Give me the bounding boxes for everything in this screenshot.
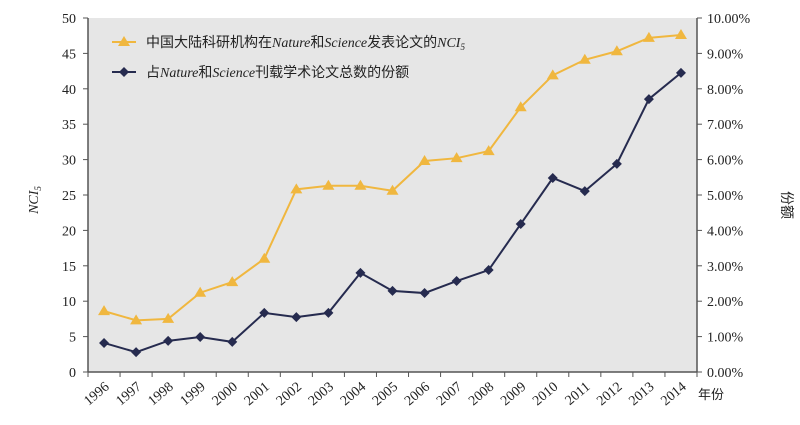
data-point-triangle xyxy=(578,53,591,64)
x-tick-label: 2013 xyxy=(626,380,657,409)
x-tick-label: 2006 xyxy=(402,380,433,409)
x-axis-label: 年份 xyxy=(698,387,724,402)
data-point-triangle xyxy=(130,314,143,325)
data-point-triangle xyxy=(386,184,399,195)
y-tick-label: 25 xyxy=(62,189,76,204)
data-point-triangle xyxy=(354,179,367,190)
y2-axis-label: 份额 xyxy=(778,191,794,219)
data-point-diamond xyxy=(355,267,366,278)
x-tick-label: 2014 xyxy=(658,380,689,409)
y2-tick-label: 1.00% xyxy=(707,331,744,346)
y-tick-label: 15 xyxy=(62,260,76,275)
y2-tick-label: 8.00% xyxy=(707,83,744,98)
y-axis-label: NCI5 xyxy=(27,186,43,215)
data-point-diamond xyxy=(643,94,654,105)
x-tick-label: 2002 xyxy=(274,380,305,409)
legend: 中国大陆科研机构在Nature和Science发表论文的NCI5 占Nature… xyxy=(112,35,465,81)
x-tick-label: 1999 xyxy=(178,380,209,409)
y2-tick-label: 0.00% xyxy=(707,366,744,381)
data-point-triangle xyxy=(674,28,687,39)
x-tick-label: 2011 xyxy=(563,380,594,409)
data-point-triangle xyxy=(418,155,431,166)
data-point-triangle xyxy=(546,69,559,80)
x-tick-label: 1996 xyxy=(82,380,113,409)
data-point-triangle xyxy=(642,31,655,42)
y2-tick-label: 3.00% xyxy=(707,260,744,275)
data-point-triangle xyxy=(450,152,463,163)
data-point-triangle xyxy=(162,312,175,323)
x-tick-label: 1998 xyxy=(146,380,177,409)
legend-label-share: 占Nature和Science刊载学术论文总数的份额 xyxy=(146,65,409,81)
data-point-diamond xyxy=(131,347,142,358)
x-tick-label: 2000 xyxy=(210,380,241,409)
data-point-diamond xyxy=(227,336,238,347)
y2-tick-label: 7.00% xyxy=(707,118,744,133)
y-tick-label: 10 xyxy=(62,295,76,310)
x-tick-label: 1997 xyxy=(114,380,145,409)
data-point-triangle xyxy=(482,145,495,156)
legend-label-nci: 中国大陆科研机构在Nature和Science发表论文的NCI5 xyxy=(146,35,465,52)
data-point-diamond xyxy=(483,265,494,276)
x-tick-label: 2008 xyxy=(466,380,497,409)
y2-tick-label: 2.00% xyxy=(707,295,744,310)
y-tick-label: 5 xyxy=(69,331,76,346)
data-point-diamond xyxy=(163,335,174,346)
data-point-triangle xyxy=(194,286,207,297)
data-point-diamond xyxy=(387,285,398,296)
data-point-triangle xyxy=(226,276,239,287)
y-tick-label: 20 xyxy=(62,224,76,239)
y-tick-label: 45 xyxy=(62,47,76,62)
y-tick-label: 30 xyxy=(62,154,76,169)
data-point-diamond xyxy=(195,331,206,342)
data-point-diamond xyxy=(323,307,334,318)
plot-area xyxy=(88,18,697,372)
x-tick-label: 2010 xyxy=(530,380,561,409)
data-point-triangle xyxy=(322,179,335,190)
data-point-diamond xyxy=(611,158,622,169)
legend-marker-triangle xyxy=(118,36,130,46)
data-point-diamond xyxy=(419,288,430,299)
x-tick-label: 2003 xyxy=(306,380,337,409)
data-point-triangle xyxy=(98,305,111,316)
y2-tick-label: 9.00% xyxy=(707,47,744,62)
x-tick-label: 2001 xyxy=(242,380,273,409)
y-tick-label: 35 xyxy=(62,118,76,133)
data-point-triangle xyxy=(610,45,623,56)
y2-tick-label: 6.00% xyxy=(707,154,744,169)
x-tick-label: 2009 xyxy=(498,380,529,409)
x-tick-label: 2007 xyxy=(434,380,465,409)
data-point-diamond xyxy=(675,67,686,78)
y2-tick-label: 4.00% xyxy=(707,224,744,239)
data-point-triangle xyxy=(514,101,527,112)
data-point-diamond xyxy=(547,173,558,184)
data-point-triangle xyxy=(258,252,271,263)
y2-tick-label: 10.00% xyxy=(707,12,751,27)
x-tick-label: 2004 xyxy=(338,380,369,409)
y-tick-label: 50 xyxy=(62,12,76,27)
x-tick-label: 2005 xyxy=(370,380,401,409)
data-point-diamond xyxy=(451,276,462,287)
y-tick-label: 40 xyxy=(62,83,76,98)
data-point-diamond xyxy=(515,219,526,230)
legend-marker-diamond xyxy=(119,67,129,77)
data-point-diamond xyxy=(579,186,590,197)
data-point-diamond xyxy=(99,337,110,348)
y2-tick-label: 5.00% xyxy=(707,189,744,204)
x-tick-label: 2012 xyxy=(594,380,625,409)
data-point-diamond xyxy=(291,312,302,323)
data-point-triangle xyxy=(290,183,303,194)
data-point-diamond xyxy=(259,307,270,318)
y-tick-label: 0 xyxy=(69,366,76,381)
